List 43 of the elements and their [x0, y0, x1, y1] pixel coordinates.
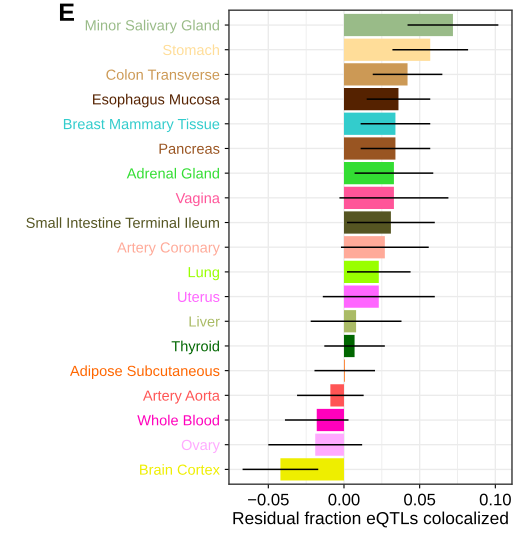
y-tick-label: Artery Aorta	[142, 390, 220, 404]
y-tick-label: Esophagus Mucosa	[93, 94, 220, 108]
y-tick-label: Breast Mammary Tissue	[64, 118, 220, 132]
bar	[344, 186, 394, 209]
y-tick-label: Lung	[188, 267, 219, 280]
bar	[344, 334, 355, 358]
bar	[280, 458, 344, 480]
x-tick-label: 0.00	[328, 494, 360, 506]
bar	[344, 162, 394, 184]
bar	[344, 285, 379, 308]
y-tick-label: Vagina	[176, 192, 220, 206]
y-tick-label: Stomach	[163, 44, 219, 56]
bar	[315, 434, 344, 456]
y-tick-label: Small Intestine Terminal Ileum	[26, 217, 219, 228]
y-tick-label: Colon Transverse	[106, 69, 220, 80]
bar	[344, 112, 396, 135]
y-tick-label: Minor Salivary Gland	[86, 20, 219, 34]
bar	[344, 63, 408, 86]
x-axis-title: Residual fraction eQTLs colocalized	[233, 512, 508, 528]
bar	[344, 211, 391, 234]
y-tick-label: Adrenal Gland	[126, 168, 219, 179]
y-tick-label: Artery Coronary	[117, 242, 220, 256]
y-tick-label: Brain Cortex	[140, 464, 220, 475]
bar	[344, 14, 453, 36]
x-tick-label: −0.05	[248, 494, 289, 506]
bar	[344, 236, 385, 258]
y-tick-label: Pancreas	[160, 144, 220, 154]
chart-title: E	[60, 4, 74, 21]
y-tick-label: Thyroid	[172, 340, 219, 354]
bar	[344, 310, 356, 332]
y-tick-label: Whole Blood	[137, 414, 219, 426]
bar	[344, 38, 430, 61]
bar	[344, 88, 398, 110]
bar	[330, 384, 344, 406]
y-tick-label: Uterus	[178, 292, 220, 302]
y-tick-label: Ovary	[182, 440, 220, 454]
y-tick-label: Liver	[190, 316, 220, 327]
x-tick-label: 0.10	[480, 494, 511, 506]
bar	[344, 260, 379, 284]
x-tick-label: 0.05	[404, 494, 436, 506]
y-tick-label: Adipose Subcutaneous	[70, 365, 220, 379]
bar	[316, 408, 344, 432]
bar	[344, 137, 396, 160]
